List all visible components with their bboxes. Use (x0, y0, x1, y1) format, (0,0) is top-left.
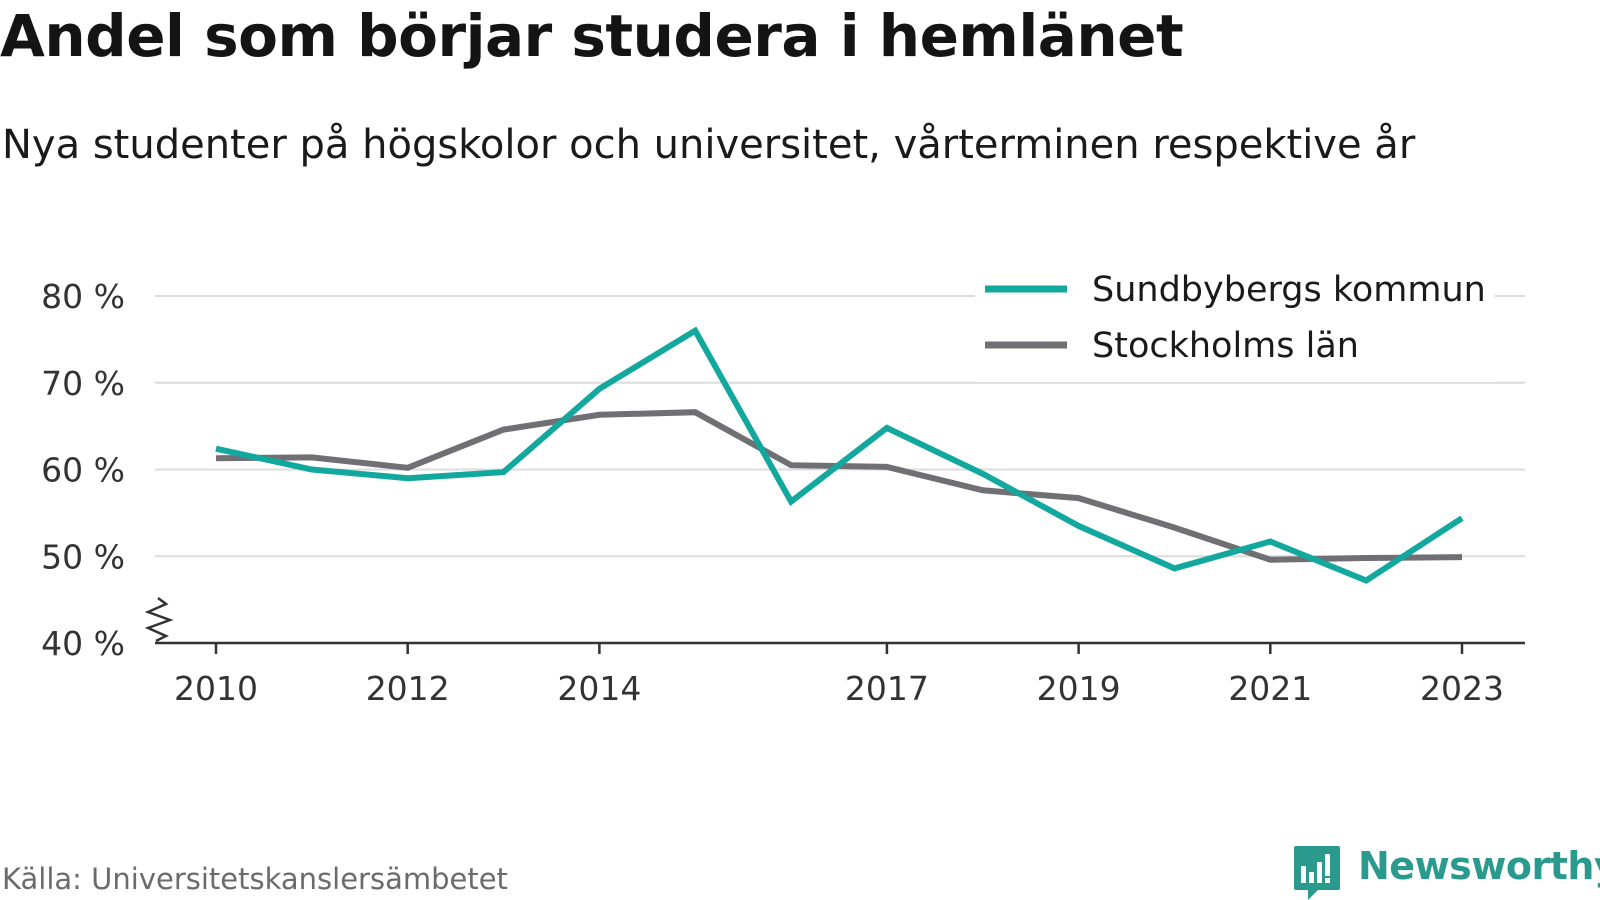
brand-logo[interactable]: Newsworthy (1292, 844, 1600, 900)
legend: Sundbybergs kommun Stockholms län (975, 262, 1495, 382)
x-tick-label: 2023 (1420, 669, 1504, 708)
newsworthy-logo-icon (1294, 846, 1340, 900)
line-chart: 40 % 50 % 60 % 70 % 80 % 2010 2012 2014 2017 2019… (41, 262, 1525, 708)
axis-break-icon (144, 597, 174, 643)
x-tick-label: 2010 (174, 669, 258, 708)
series-lines (215, 326, 1464, 584)
axes: 40 % 50 % 60 % 70 % 80 % 2010 2012 2014 2017 2019… (41, 277, 1525, 708)
legend-label: Sundbybergs kommun (1092, 270, 1486, 310)
chart-title: Andel som börjar studera i hemlänet (0, 2, 1184, 70)
y-tick-label: 60 % (41, 451, 125, 490)
series-line-sundbyberg (215, 326, 1464, 584)
y-tick-label: 50 % (41, 537, 125, 576)
legend-background (975, 262, 1495, 382)
series-line-stockholm (215, 409, 1463, 563)
x-tick-label: 2017 (845, 669, 929, 708)
x-tick-label: 2014 (557, 669, 641, 708)
x-tick-label: 2012 (366, 669, 450, 708)
chart-subtitle: Nya studenter på högskolor och universit… (2, 122, 1416, 168)
y-tick-label: 70 % (41, 364, 125, 403)
y-tick-label: 40 % (41, 624, 125, 663)
brand-name: Newsworthy (1358, 844, 1600, 888)
x-tick-label: 2021 (1228, 669, 1312, 708)
source-note: Källa: Universitetskanslersämbetet (2, 862, 508, 896)
y-tick-label: 80 % (41, 277, 125, 316)
x-tick-label: 2019 (1037, 669, 1121, 708)
legend-label: Stockholms län (1092, 326, 1359, 366)
